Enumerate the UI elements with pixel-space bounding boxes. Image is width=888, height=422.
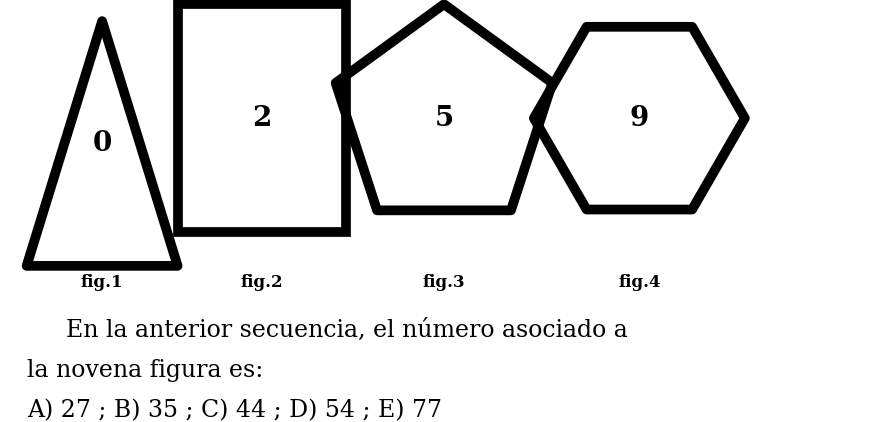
Text: 9: 9 (630, 105, 649, 132)
Text: 5: 5 (434, 105, 454, 132)
Text: 0: 0 (92, 130, 112, 157)
Text: fig.3: fig.3 (423, 274, 465, 291)
Text: 2: 2 (252, 105, 272, 132)
Text: fig.4: fig.4 (618, 274, 661, 291)
Text: fig.2: fig.2 (241, 274, 283, 291)
Text: En la anterior secuencia, el número asociado a: En la anterior secuencia, el número asoc… (36, 319, 627, 342)
Text: la novena figura es:: la novena figura es: (27, 359, 263, 382)
Text: fig.1: fig.1 (81, 274, 123, 291)
Text: A) 27 ; B) 35 ; C) 44 ; D) 54 ; E) 77: A) 27 ; B) 35 ; C) 44 ; D) 54 ; E) 77 (27, 399, 441, 422)
